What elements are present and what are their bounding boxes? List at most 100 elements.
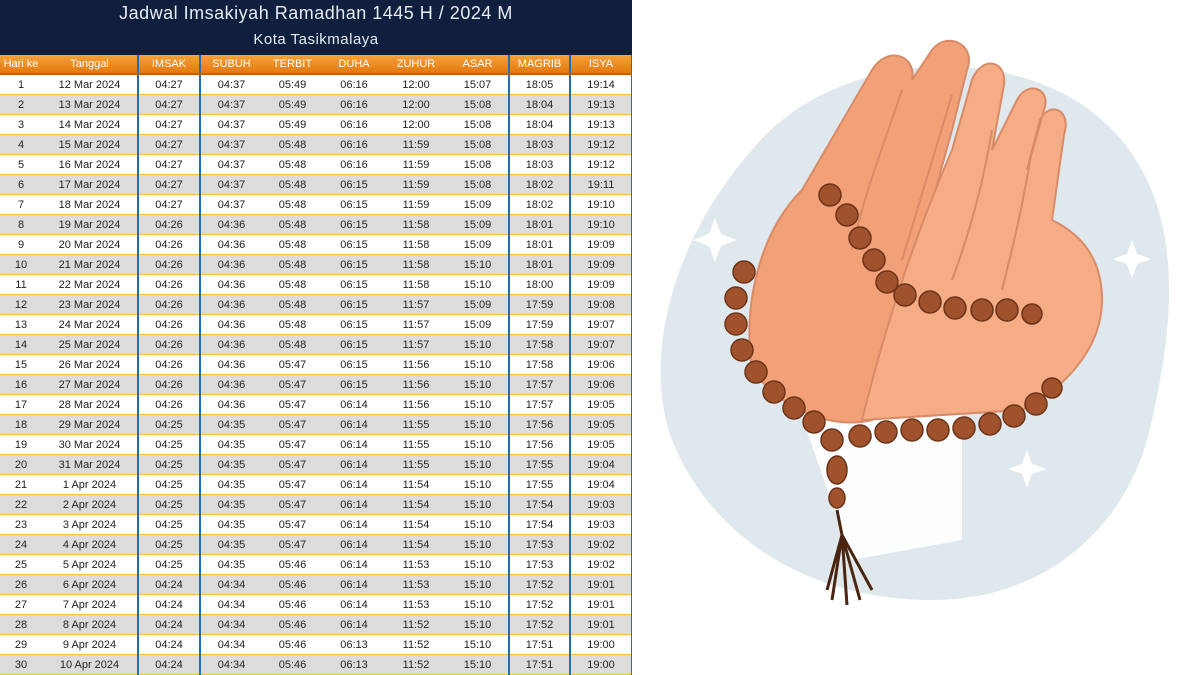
table-cell: 10 Apr 2024 (42, 654, 138, 675)
table-cell: 05:46 (262, 594, 323, 615)
table-cell: 05:48 (262, 314, 323, 335)
table-cell: 11:58 (385, 254, 447, 275)
table-cell: 04:27 (137, 114, 200, 135)
table-cell: 04:24 (137, 574, 200, 595)
table-cell: 11:57 (385, 314, 447, 335)
table-cell: 11:52 (385, 614, 447, 635)
table-cell: 11:56 (385, 354, 447, 375)
table-cell: 19:01 (569, 574, 632, 595)
table-cell: 05:46 (262, 554, 323, 575)
table-cell: 17:56 (508, 434, 570, 455)
table-cell: 06:15 (323, 314, 385, 335)
table-cell: 06:15 (323, 214, 385, 235)
table-cell: 17:53 (508, 554, 570, 575)
table-cell: 11:59 (385, 194, 447, 215)
table-cell: 14 Mar 2024 (42, 114, 138, 135)
table-cell: 06:15 (323, 194, 385, 215)
table-row: 7 18 Mar 2024 04:27 04:37 05:48 06:15 11:59 15:… (0, 194, 632, 215)
table-cell: 04:24 (137, 634, 200, 655)
table-cell: 04:36 (199, 214, 262, 235)
table-cell: 06:14 (323, 414, 385, 435)
table-cell: 05:47 (262, 354, 323, 375)
table-cell: 05:47 (262, 514, 323, 535)
table-row: 28 8 Apr 2024 04:24 04:34 05:46 06:14 11:52 15:… (0, 614, 632, 635)
table-row: 9 20 Mar 2024 04:26 04:36 05:48 06:15 11:58 15:… (0, 234, 632, 255)
table-row: 20 31 Mar 2024 04:25 04:35 05:47 06:14 11:55 15… (0, 454, 632, 475)
table-cell: 19:09 (569, 274, 632, 295)
table-cell: 11:59 (385, 154, 447, 175)
table-cell: 15:10 (447, 614, 509, 635)
title: Jadwal Imsakiyah Ramadhan 1445 H / 2024 … (119, 3, 513, 23)
table-cell: 15:10 (447, 334, 509, 355)
table-cell: 05:47 (262, 414, 323, 435)
table-cell: 15:10 (447, 374, 509, 395)
table-cell: 18 Mar 2024 (42, 194, 138, 215)
table-cell: 17 (0, 394, 42, 415)
table-cell: 15:07 (447, 74, 509, 95)
table-cell: 05:49 (262, 74, 323, 95)
table-cell: 04:35 (199, 454, 262, 475)
table-cell: 18:02 (508, 174, 570, 195)
table-row: 13 24 Mar 2024 04:26 04:36 05:48 06:15 11:57 15… (0, 314, 632, 335)
table-cell: 04:36 (199, 374, 262, 395)
table-row: 19 30 Mar 2024 04:25 04:35 05:47 06:14 11:55 15… (0, 434, 632, 455)
table-cell: 15:10 (447, 254, 509, 275)
table-cell: 10 (0, 254, 42, 275)
column-header: Hari ke (0, 55, 42, 75)
table-cell: 06:16 (323, 74, 385, 95)
column-header: Tanggal (42, 55, 138, 75)
table-row: 26 6 Apr 2024 04:24 04:34 05:46 06:14 11:53 15:… (0, 574, 632, 595)
table-cell: 19:07 (569, 334, 632, 355)
table-cell: 19:04 (569, 454, 632, 475)
table-cell: 15:09 (447, 214, 509, 235)
table-cell: 15:10 (447, 594, 509, 615)
table-cell: 7 (0, 194, 42, 215)
table-cell: 04:37 (199, 154, 262, 175)
table-row: 12 23 Mar 2024 04:26 04:36 05:48 06:15 11:57 15… (0, 294, 632, 315)
table-cell: 15:10 (447, 274, 509, 295)
table-cell: 11:57 (385, 294, 447, 315)
table-cell: 14 (0, 334, 42, 355)
table-cell: 04:37 (199, 74, 262, 95)
table-cell: 04:26 (137, 214, 200, 235)
table-cell: 26 Mar 2024 (42, 354, 138, 375)
column-header: ISYA (569, 55, 632, 75)
table-cell: 15:08 (447, 94, 509, 115)
table-cell: 04:35 (199, 494, 262, 515)
table-cell: 11:54 (385, 514, 447, 535)
table-cell: 11:57 (385, 334, 447, 355)
table-cell: 05:48 (262, 334, 323, 355)
table-cell: 04:36 (199, 394, 262, 415)
table-cell: 23 (0, 514, 42, 535)
table-cell: 18:04 (508, 114, 570, 135)
table-cell: 06:13 (323, 634, 385, 655)
table-cell: 15:10 (447, 394, 509, 415)
table-cell: 06:15 (323, 174, 385, 195)
table-cell: 04:24 (137, 594, 200, 615)
table-cell: 19:01 (569, 594, 632, 615)
table-cell: 04:25 (137, 534, 200, 555)
table-cell: 29 Mar 2024 (42, 414, 138, 435)
table-cell: 05:47 (262, 394, 323, 415)
table-cell: 20 Mar 2024 (42, 234, 138, 255)
table-cell: 11:56 (385, 374, 447, 395)
table-cell: 30 Mar 2024 (42, 434, 138, 455)
table-cell: 05:47 (262, 374, 323, 395)
table-cell: 04:24 (137, 654, 200, 675)
table-cell: 04:27 (137, 74, 200, 95)
table-cell: 06:14 (323, 594, 385, 615)
column-header: DUHA (323, 55, 385, 75)
table-cell: 04:35 (199, 414, 262, 435)
table-cell: 05:49 (262, 114, 323, 135)
table-cell: 05:47 (262, 494, 323, 515)
table-cell: 29 (0, 634, 42, 655)
table-cell: 04:36 (199, 354, 262, 375)
table-cell: 04:27 (137, 134, 200, 155)
table-cell: 04:34 (199, 634, 262, 655)
table-cell: 19:11 (569, 174, 632, 195)
table-cell: 5 Apr 2024 (42, 554, 138, 575)
table-cell: 17:59 (508, 294, 570, 315)
table-cell: 06:15 (323, 294, 385, 315)
table-row: 8 19 Mar 2024 04:26 04:36 05:48 06:15 11:58 15:… (0, 214, 632, 235)
